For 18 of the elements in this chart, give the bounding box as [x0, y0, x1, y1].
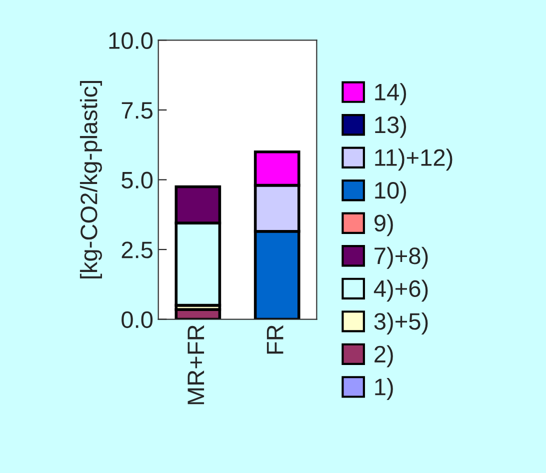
- x-tick-label: FR: [266, 325, 284, 354]
- y-tick-label: 5.0: [122, 172, 153, 189]
- legend-label: 9): [374, 214, 393, 236]
- y-tick-label: 7.5: [122, 102, 152, 119]
- legend-label: 2): [374, 345, 393, 368]
- legend-label: 14): [375, 83, 406, 106]
- legend-label: 1): [375, 378, 393, 400]
- legend-label: 7)+8): [374, 246, 428, 269]
- x-tick-label: MR+FR: [188, 325, 204, 404]
- legend-label: 13): [375, 116, 406, 138]
- y-tick-label: 2.5: [122, 242, 152, 258]
- legend-label: 11)+12): [375, 148, 452, 171]
- legend-label: 4)+6): [374, 280, 428, 302]
- y-tick-label: 10.0: [109, 32, 153, 49]
- legend-label: 10): [375, 181, 406, 204]
- y-axis-title: [kg-CO2/kg-plastic]: [80, 81, 102, 278]
- legend-label: 3)+5): [374, 312, 428, 334]
- y-tick-label: 0.0: [122, 311, 153, 328]
